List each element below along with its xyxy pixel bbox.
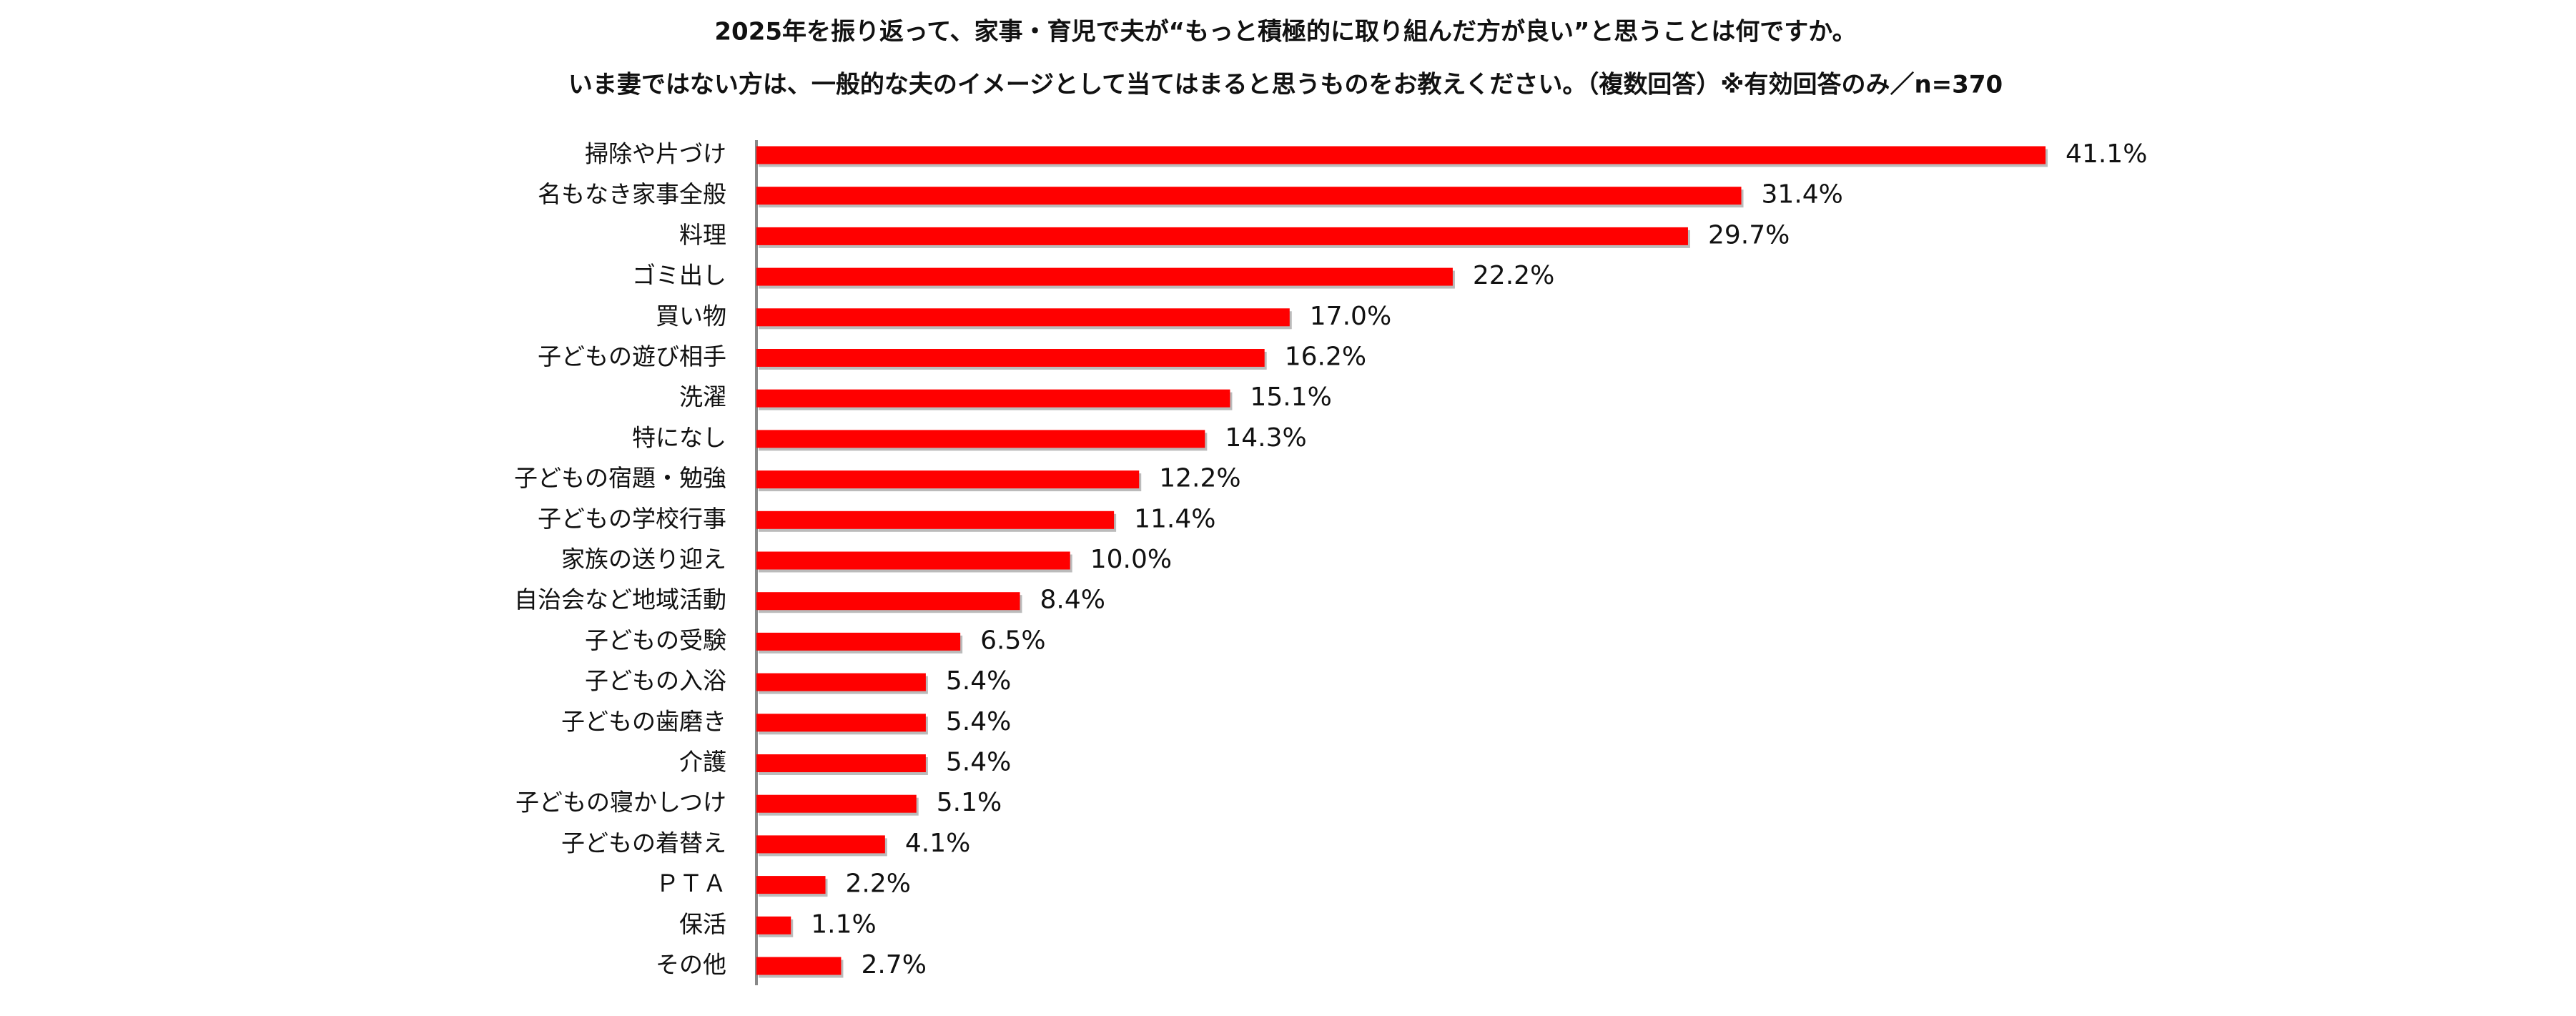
bar [756, 835, 885, 854]
value-label: 8.4% [1040, 586, 1105, 615]
bar [756, 754, 926, 772]
bar [756, 632, 961, 651]
value-label: 17.0% [1310, 302, 1391, 331]
value-label: 14.3% [1225, 423, 1306, 453]
bar [756, 511, 1115, 529]
category-label: 子どもの着替え [561, 829, 726, 857]
category-label: 保活 [679, 910, 726, 938]
value-label: 11.4% [1134, 504, 1215, 533]
category-label: 子どもの寝かしつけ [515, 789, 726, 817]
value-label: 22.2% [1473, 261, 1554, 290]
value-label: 1.1% [811, 909, 876, 939]
bar [756, 470, 1140, 489]
chart-title: 2025年を振り返って、家事・育児で夫が“もっと積極的に取り組んだ方が良い”と思… [714, 18, 1856, 46]
bar [756, 673, 926, 691]
value-label: 5.4% [946, 666, 1011, 696]
chart-subtitle: いま妻ではない方は、一般的な夫のイメージとして当てはまると思うものをお教えくださ… [568, 71, 2003, 99]
value-label: 41.1% [2066, 139, 2147, 169]
category-label: 名もなき家事全般 [538, 180, 726, 208]
bar [756, 308, 1290, 327]
bar [756, 389, 1230, 408]
category-label: ゴミ出し [632, 262, 726, 290]
bar [756, 876, 826, 894]
category-label: 子どもの入浴 [585, 667, 726, 695]
category-label: 子どもの学校行事 [538, 505, 726, 533]
value-label: 15.1% [1250, 383, 1331, 412]
category-label: 買い物 [656, 302, 726, 330]
category-label: 自治会など地域活動 [514, 586, 726, 613]
category-label: ＰＴＡ [656, 869, 726, 897]
category-label: 子どもの歯磨き [561, 707, 726, 735]
category-label: 掃除や片づけ [585, 140, 726, 168]
bar [756, 714, 926, 732]
category-label: 子どもの遊び相手 [538, 342, 726, 370]
value-label: 2.2% [846, 869, 911, 899]
bar [756, 957, 842, 975]
bar [756, 592, 1020, 611]
value-label: 2.7% [861, 950, 926, 980]
bar [756, 227, 1688, 245]
category-label: 子どもの受験 [585, 626, 726, 654]
value-label: 4.1% [905, 829, 970, 858]
bar [756, 916, 791, 934]
bar [756, 794, 917, 813]
value-label: 10.0% [1090, 545, 1172, 574]
value-label: 5.4% [946, 748, 1011, 777]
value-label: 31.4% [1762, 180, 1843, 209]
bar [756, 146, 2046, 164]
bar [756, 430, 1205, 448]
category-label: 洗濯 [679, 383, 726, 411]
category-label: 家族の送り迎え [561, 546, 726, 573]
value-label: 5.4% [946, 707, 1011, 736]
value-label: 29.7% [1708, 220, 1790, 250]
value-label: 5.1% [937, 788, 1002, 817]
value-label: 6.5% [980, 626, 1045, 655]
bar [756, 267, 1453, 286]
category-label: 特になし [632, 423, 726, 451]
value-label: 16.2% [1285, 342, 1366, 372]
value-label: 12.2% [1159, 464, 1240, 493]
bar [756, 551, 1070, 570]
bar [756, 187, 1742, 205]
category-label: 料理 [679, 221, 726, 249]
category-label: 子どもの宿題・勉強 [514, 464, 726, 492]
category-label: その他 [656, 951, 726, 979]
category-label: 介護 [679, 748, 726, 776]
bar [756, 349, 1265, 367]
